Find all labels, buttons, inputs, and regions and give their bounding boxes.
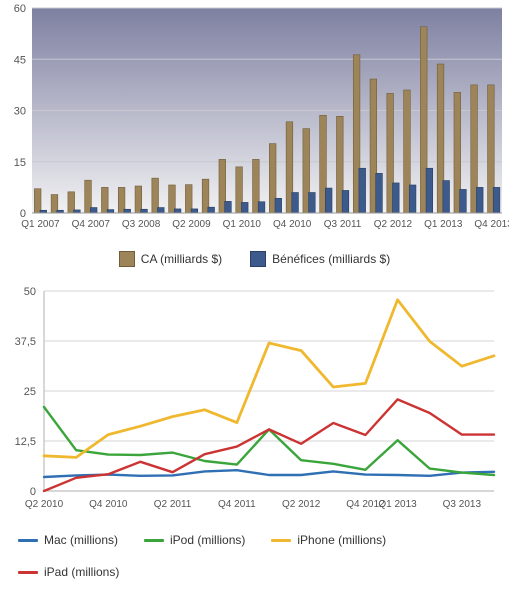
svg-text:Q3 2011: Q3 2011 — [324, 219, 362, 230]
svg-text:Q1 2013: Q1 2013 — [424, 219, 463, 230]
svg-text:Q1 2010: Q1 2010 — [223, 219, 262, 230]
svg-text:25: 25 — [24, 386, 36, 398]
svg-text:Q4 2011: Q4 2011 — [218, 499, 256, 510]
svg-text:Q2 2012: Q2 2012 — [374, 219, 413, 230]
legend-label: CA (milliards $) — [141, 252, 222, 266]
svg-text:50: 50 — [24, 286, 36, 298]
svg-text:37,5: 37,5 — [15, 336, 36, 348]
legend-swatch-icon — [250, 251, 266, 267]
bar-chart-container: 015304560Q1 2007Q4 2007Q3 2008Q2 2009Q1 … — [0, 0, 509, 245]
legend-line-icon — [18, 539, 38, 542]
svg-text:Q1 2013: Q1 2013 — [378, 499, 417, 510]
svg-text:30: 30 — [14, 106, 26, 118]
svg-text:Q2 2011: Q2 2011 — [154, 499, 192, 510]
legend-label: Mac (millions) — [44, 533, 118, 547]
svg-text:Q4 2007: Q4 2007 — [72, 219, 111, 230]
svg-text:15: 15 — [14, 157, 26, 169]
line-legend-item: iPhone (millions) — [271, 533, 386, 547]
svg-text:Q2 2012: Q2 2012 — [282, 499, 321, 510]
bar-chart: 015304560Q1 2007Q4 2007Q3 2008Q2 2009Q1 … — [0, 0, 509, 245]
bar-legend-item: Bénéfices (milliards $) — [250, 251, 390, 267]
legend-line-icon — [144, 539, 164, 542]
line-legend-item: iPad (millions) — [18, 565, 119, 579]
line-chart-container: 0 12,5 25 37,5 50 Q2 2010 Q4 2010 Q2 2011 Q4 201… — [0, 277, 509, 527]
svg-text:Q4 2013: Q4 2013 — [474, 219, 509, 230]
svg-text:Q2 2010: Q2 2010 — [25, 499, 64, 510]
legend-swatch-icon — [119, 251, 135, 267]
legend-line-icon — [18, 571, 38, 574]
svg-text:Q3 2008: Q3 2008 — [122, 219, 161, 230]
line-legend-item: Mac (millions) — [18, 533, 118, 547]
svg-text:Q2 2009: Q2 2009 — [172, 219, 211, 230]
svg-text:Q3 2013: Q3 2013 — [443, 499, 482, 510]
line-chart-legend: Mac (millions) iPod (millions) iPhone (mil… — [0, 527, 509, 589]
svg-text:Q1 2007: Q1 2007 — [21, 219, 60, 230]
svg-text:45: 45 — [14, 54, 26, 66]
svg-text:60: 60 — [14, 3, 26, 15]
svg-text:Q4 2010: Q4 2010 — [89, 499, 128, 510]
svg-text:12,5: 12,5 — [15, 436, 36, 448]
legend-line-icon — [271, 539, 291, 542]
legend-label: iPad (millions) — [44, 565, 119, 579]
svg-text:0: 0 — [30, 486, 36, 498]
bar-chart-legend: CA (milliards $) Bénéfices (milliards $) — [0, 245, 509, 277]
line-legend-item: iPod (millions) — [144, 533, 245, 547]
bar-legend-item: CA (milliards $) — [119, 251, 222, 267]
legend-label: iPod (millions) — [170, 533, 245, 547]
legend-label: iPhone (millions) — [297, 533, 386, 547]
legend-label: Bénéfices (milliards $) — [272, 252, 390, 266]
svg-text:Q4 2010: Q4 2010 — [273, 219, 312, 230]
line-chart: 0 12,5 25 37,5 50 Q2 2010 Q4 2010 Q2 2011 Q4 201… — [0, 277, 509, 527]
